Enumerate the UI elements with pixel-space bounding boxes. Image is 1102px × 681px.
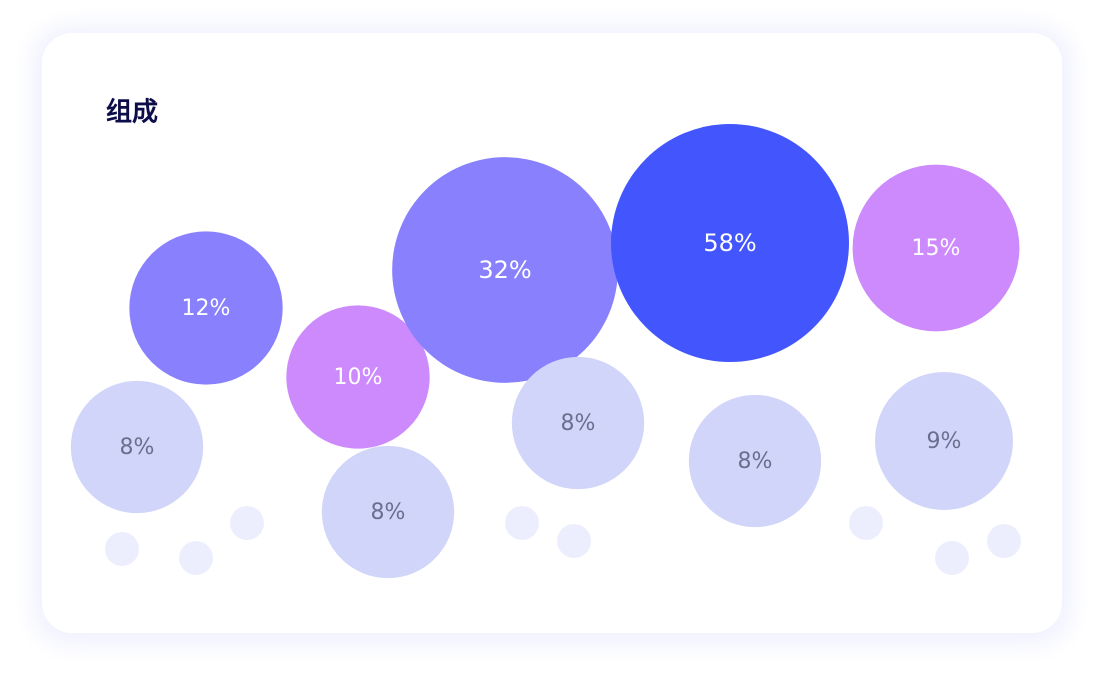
bubble-label: 8%	[120, 435, 155, 460]
decor-dot	[505, 506, 539, 540]
bubble	[852, 164, 1020, 332]
bubble-label: 8%	[561, 411, 596, 436]
bubble-label: 10%	[334, 365, 383, 390]
bubble-label: 12%	[182, 296, 231, 321]
decor-dot	[557, 524, 591, 558]
bubble-label: 32%	[478, 256, 531, 284]
bubble-label: 8%	[738, 449, 773, 474]
decor-dot	[230, 506, 264, 540]
chart-title: 组成	[106, 97, 158, 128]
bubble-label: 8%	[371, 500, 406, 525]
decor-dot	[849, 506, 883, 540]
bubble	[321, 445, 455, 579]
bubble	[286, 305, 430, 449]
bubble	[688, 394, 822, 528]
decor-dot	[987, 524, 1021, 558]
bubble-label: 58%	[703, 229, 756, 257]
decor-dot	[179, 541, 213, 575]
bubble	[611, 124, 849, 362]
bubble	[511, 356, 645, 490]
bubble	[129, 231, 283, 385]
decor-dot	[935, 541, 969, 575]
bubble-label: 15%	[912, 236, 961, 261]
bubble-label: 9%	[927, 429, 962, 454]
bubble	[392, 157, 618, 383]
decor-dots	[105, 506, 1021, 575]
bubble	[70, 380, 204, 514]
bubble	[875, 372, 1013, 510]
decor-dot	[105, 532, 139, 566]
